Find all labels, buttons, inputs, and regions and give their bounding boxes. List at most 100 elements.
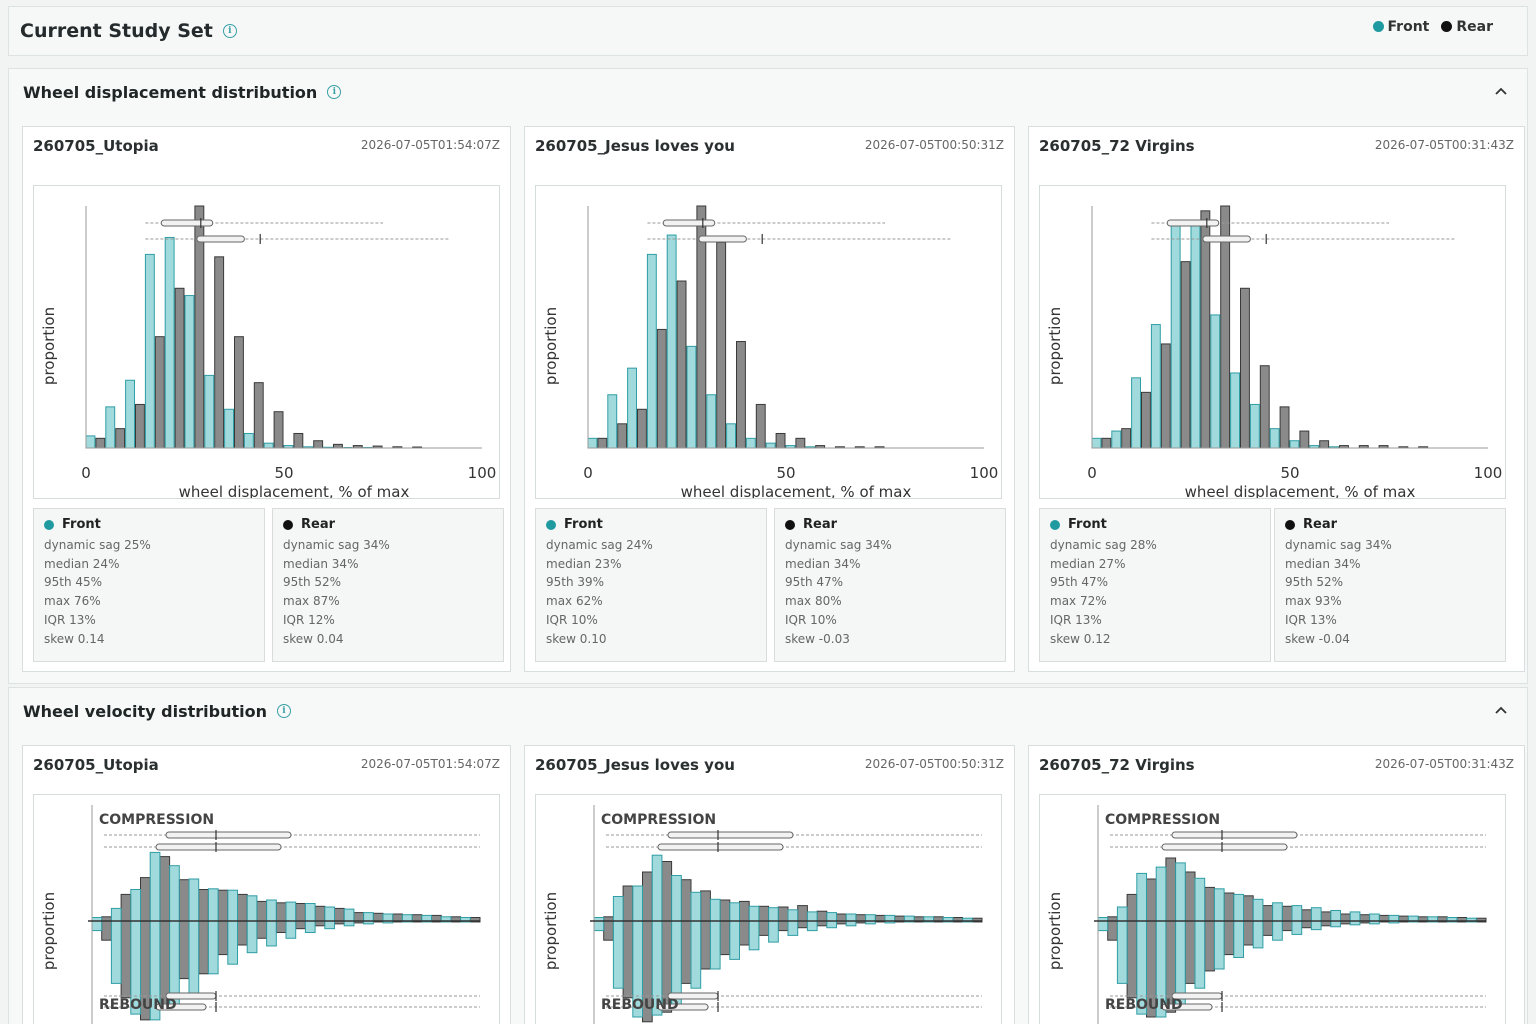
- stat-line: skew -0.04: [1285, 631, 1350, 646]
- rear-rebound-bar: [275, 920, 287, 934]
- front-compression-bar: [1233, 893, 1245, 922]
- info-icon[interactable]: i: [222, 24, 237, 38]
- front-dot-icon: [546, 519, 556, 530]
- front-compression-bar: [1213, 888, 1225, 922]
- front-compression-bar: [1291, 905, 1303, 922]
- velocity-histogram: COMPRESSION REBOUND proportion: [1039, 794, 1506, 1024]
- boxplot-box: [165, 831, 292, 839]
- rear-compression-bar: [198, 889, 209, 922]
- front-stats-title: Front: [546, 517, 756, 532]
- x-tick-label: 0: [583, 464, 593, 482]
- session-timestamp: 2026-07-05T01:54:07Z: [360, 757, 500, 771]
- stat-line: dynamic sag 34%: [1285, 538, 1392, 552]
- front-compression-bar: [304, 903, 316, 922]
- chevron-up-icon[interactable]: [1493, 83, 1509, 99]
- rear-stats-panel: Rear dynamic sag 34% median 34% 95th 47%…: [774, 508, 1006, 662]
- front-rebound-bar: [787, 920, 799, 936]
- front-bar: [224, 408, 235, 449]
- rear-compression-bar: [1146, 878, 1157, 922]
- front-rebound-bar: [227, 920, 239, 965]
- boxplot-box: [1166, 219, 1220, 227]
- rear-compression-bar: [622, 885, 634, 922]
- rear-rebound-bar: [314, 920, 326, 927]
- front-compression-bar: [884, 914, 896, 922]
- velocity-section-header[interactable]: Wheel velocity distribution i: [9, 688, 1527, 734]
- rear-compression-bar: [1281, 905, 1293, 922]
- rear-stats-title: Rear: [785, 517, 995, 532]
- front-bar: [125, 379, 135, 449]
- rear-compression-bar: [159, 856, 171, 922]
- rear-compression-bar: [719, 899, 731, 922]
- front-bar: [144, 253, 155, 449]
- front-bar: [85, 435, 96, 449]
- rear-rebound-bar: [1320, 920, 1332, 927]
- stat-line: IQR 13%: [1050, 612, 1102, 627]
- rear-compression-bar: [816, 910, 828, 922]
- front-rebound-bar: [612, 920, 624, 989]
- rear-rebound-bar: [603, 920, 614, 941]
- rear-rebound-bar: [1223, 920, 1235, 956]
- front-compression-bar: [1310, 907, 1322, 922]
- boxplot-box: [196, 235, 245, 243]
- rear-rebound-bar: [1262, 920, 1274, 936]
- rear-rebound-bar: [256, 920, 268, 939]
- front-dot-icon: [44, 519, 54, 530]
- front-bar: [646, 253, 657, 449]
- stat-line: skew -0.03: [785, 631, 850, 646]
- rear-compression-bar: [178, 879, 190, 922]
- stat-line: IQR 10%: [546, 612, 598, 627]
- rear-bar: [795, 437, 806, 449]
- chevron-up-icon[interactable]: [1493, 702, 1509, 718]
- rear-compression-bar: [661, 861, 673, 922]
- x-tick-label: 50: [274, 464, 293, 482]
- rear-bar: [273, 411, 284, 449]
- front-bar: [263, 442, 274, 449]
- series-legend: Front Rear: [1369, 19, 1493, 35]
- rear-compression-bar: [1223, 892, 1235, 922]
- rear-bar: [1101, 437, 1112, 449]
- rear-compression-bar: [758, 905, 770, 922]
- front-compression-bar: [285, 901, 297, 922]
- rear-compression-bar: [314, 905, 326, 922]
- info-icon[interactable]: i: [277, 704, 292, 718]
- front-bar: [1249, 403, 1260, 449]
- front-compression-bar: [1136, 872, 1148, 922]
- rear-bar: [1319, 440, 1330, 449]
- rear-compression-bar: [680, 879, 692, 922]
- front-compression-bar: [149, 851, 161, 922]
- front-bar: [1269, 428, 1280, 449]
- x-axis-label: wheel displacement, % of max: [681, 483, 912, 498]
- rebound-label: REBOUND: [601, 997, 679, 1013]
- front-bar: [184, 295, 195, 449]
- displacement-section-header[interactable]: Wheel displacement distribution i: [9, 69, 1527, 115]
- y-axis-label: proportion: [40, 307, 58, 385]
- rear-rebound-bar: [797, 920, 808, 929]
- front-rebound-bar: [748, 920, 760, 951]
- rear-compression-bar: [411, 914, 423, 922]
- front-rebound-bar: [188, 920, 200, 994]
- stat-line: max 93%: [1285, 594, 1342, 609]
- front-rebound-bar: [1330, 920, 1341, 928]
- rear-bar: [1279, 406, 1290, 449]
- rear-compression-bar: [295, 903, 306, 922]
- front-compression-bar: [826, 912, 837, 922]
- stat-line: 95th 47%: [785, 575, 844, 590]
- boxplot-box: [1202, 235, 1251, 243]
- stat-line: median 34%: [1285, 556, 1361, 571]
- rear-compression-bar: [217, 889, 229, 922]
- stat-line: median 27%: [1050, 556, 1126, 571]
- rear-bar: [1141, 391, 1151, 449]
- rear-bar: [617, 423, 628, 449]
- front-bar: [1091, 437, 1102, 449]
- rear-bar: [313, 440, 324, 449]
- boxplot-box: [1161, 1003, 1213, 1011]
- rear-bar: [1200, 210, 1211, 449]
- session-name: 260705_Jesus loves you: [535, 756, 735, 774]
- info-icon[interactable]: i: [327, 85, 342, 99]
- front-compression-bar: [845, 913, 857, 922]
- rear-bar: [775, 432, 786, 449]
- rear-bar: [154, 336, 165, 449]
- rear-bar: [135, 403, 145, 449]
- stat-line: dynamic sag 24%: [546, 538, 653, 552]
- front-compression-bar: [865, 914, 876, 922]
